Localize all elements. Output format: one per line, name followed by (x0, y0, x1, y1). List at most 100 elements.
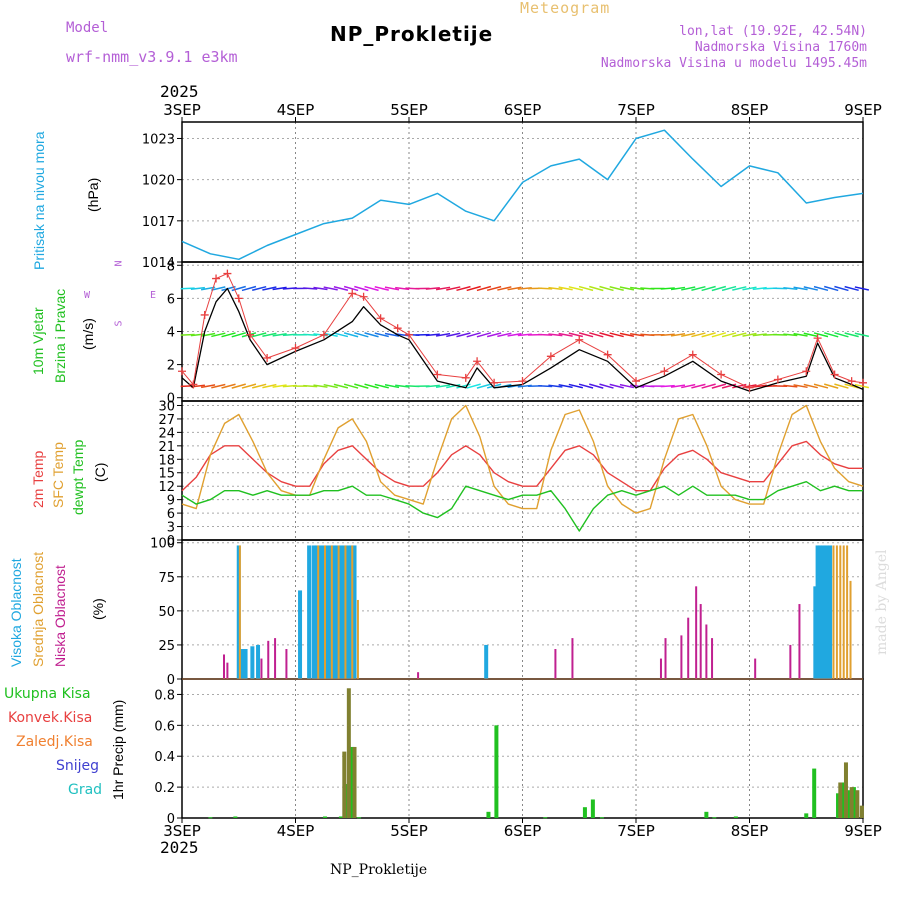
wind-gust-line (181, 273, 864, 389)
precip-total-bar (712, 817, 717, 819)
wind-direction-arrow (660, 333, 675, 337)
x-tick-label-bottom: 8SEP (731, 822, 769, 840)
wind-direction-arrow (630, 286, 645, 291)
wind-direction-arrow (824, 332, 839, 338)
precip-total-bar (846, 790, 851, 818)
cloud-high-bar (345, 545, 350, 679)
wind-direction-arrow (364, 383, 379, 389)
cloud-mid-bar (337, 545, 340, 679)
cloud-low-bar (695, 586, 698, 679)
cloud-low-bar (659, 658, 662, 679)
precip-total-bar (233, 816, 238, 818)
wind-direction-arrow (793, 332, 808, 337)
wind-direction-arrow (711, 285, 727, 292)
precip-conv-bar (859, 805, 864, 818)
cloud-mid-bar (835, 545, 838, 679)
wind-direction-arrow (578, 332, 594, 338)
wind-direction-arrow (824, 383, 839, 389)
wind-direction-arrow (425, 333, 440, 337)
cloud-low-bar (680, 635, 683, 679)
cloud-low-bar (705, 624, 708, 679)
wind-direction-arrow (578, 383, 594, 389)
y-tick-label: 0.6 (154, 719, 175, 734)
cloud-high-bar (328, 545, 333, 679)
wind-direction-arrow (476, 383, 492, 389)
wind-direction-arrow (425, 287, 440, 290)
wind-direction-arrow (691, 383, 706, 389)
cloud-low-bar (222, 654, 225, 679)
wind-direction-arrow (568, 383, 584, 389)
cloud-low-bar (789, 644, 792, 679)
precip-total-bar (733, 816, 738, 818)
cloud-high-bar (332, 545, 337, 679)
wind-direction-arrow (538, 333, 553, 336)
wind-direction-arrow (599, 383, 614, 389)
x-tick-label-top: 5SEP (390, 101, 428, 119)
cloud-low-bar (267, 640, 270, 679)
wind-direction-arrow (343, 285, 359, 292)
compass-east: E (150, 290, 157, 301)
wind-direction-arrow (476, 332, 492, 338)
wind-direction-arrow (466, 383, 481, 389)
wind-direction-arrow (630, 384, 645, 388)
footer-station: NP_Prokletije (330, 862, 428, 878)
cloud-low-bar (226, 662, 229, 679)
wind-direction-arrow (395, 286, 410, 291)
y-tick-label: 24 (158, 426, 175, 441)
precip-total-bar (494, 725, 499, 818)
y-tick-label: 3 (167, 521, 175, 536)
cloud-high-bar (243, 649, 248, 679)
cloud-mid-bar (238, 545, 241, 679)
cloud-mid-bar (344, 545, 347, 679)
wind-direction-arrow (211, 383, 226, 389)
year-top: 2025 (160, 82, 199, 101)
precip-total-bar (836, 793, 841, 818)
cloud-high-bar (311, 545, 316, 679)
wind-direction-arrow (303, 333, 318, 337)
cloud-high-bar (817, 545, 822, 679)
cloud-mid-bar (317, 545, 320, 679)
wind-direction-arrow (691, 285, 706, 291)
cloud-mid-bar (324, 545, 327, 679)
cloud-high-bar (321, 545, 326, 679)
precip-legend-hail: Grad (68, 782, 103, 798)
wind-direction-arrow (619, 383, 635, 389)
wind-direction-arrow (548, 384, 563, 388)
precip-total-bar (323, 816, 328, 818)
y-tick-label: 75 (158, 571, 175, 586)
wind-direction-arrow (272, 286, 287, 291)
wind-direction-arrow (303, 287, 318, 290)
precip-total-bar (704, 811, 709, 818)
wind-direction-arrow (190, 333, 205, 337)
cloud-high-bar (256, 644, 261, 679)
x-tick-label-bottom: 6SEP (504, 822, 542, 840)
y-tick-label: 0.4 (154, 750, 175, 765)
wind-direction-arrow (272, 333, 287, 337)
cloud-mid-bar (356, 599, 359, 679)
wind-direction-arrow (466, 332, 481, 338)
y-tick-label: 100 (150, 537, 175, 552)
wind-direction-arrow (211, 286, 226, 291)
wind-direction-arrow (476, 285, 492, 292)
precip-conv-bar (342, 751, 347, 818)
wind-direction-arrow (589, 332, 604, 338)
wind-direction-arrow (456, 285, 471, 292)
wind-direction-arrow (446, 383, 461, 389)
wind-direction-arrow (231, 285, 246, 292)
cloud-high-bar (298, 590, 303, 679)
wind-direction-arrow (374, 286, 389, 291)
wind-direction-arrow (834, 332, 849, 338)
wind-direction-arrow (384, 286, 400, 291)
wind-direction-arrow (497, 286, 512, 291)
wind-direction-arrow (721, 383, 737, 389)
cloud-high-bar (325, 545, 330, 679)
cloud-mid-bar (842, 545, 845, 679)
wind-direction-arrow (854, 332, 870, 338)
y-tick-label: 12 (158, 480, 175, 495)
precip-conv-bar (838, 782, 843, 818)
y-tick-label: 0.8 (154, 688, 175, 703)
wind-direction-arrow (783, 384, 798, 388)
wind-direction-arrow (251, 285, 267, 291)
wind-direction-arrow (333, 332, 349, 338)
